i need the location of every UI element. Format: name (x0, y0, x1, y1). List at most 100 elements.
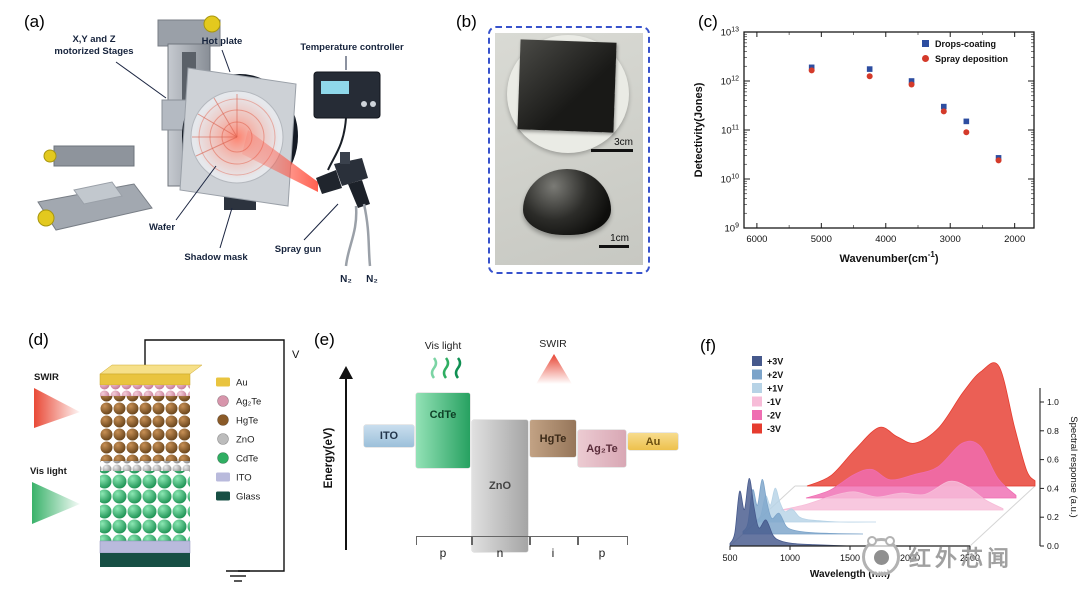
legend-swatch (752, 410, 762, 420)
swir-glow (536, 354, 572, 384)
label-vis-light: Vis light (424, 340, 462, 352)
legend-label: Spray deposition (935, 54, 1008, 64)
x-tick-label: 3000 (940, 234, 961, 245)
label-swir: SWIR (539, 338, 567, 350)
region-label-n: n (496, 546, 504, 560)
legend-swatch (216, 472, 230, 482)
layer-au (99, 373, 191, 386)
spectral-response-chart: 500 1000 1500 2000 2500 Wavelength (nm) 0.0 0.2… (722, 356, 1079, 580)
y-tick-label: 1010 (721, 174, 739, 186)
panel-e-marker: (e) (314, 330, 335, 349)
x-tick-label: 5000 (811, 234, 832, 245)
scale-line (591, 149, 633, 152)
spectral-curve--3V (806, 362, 1036, 487)
spectral-curve--2V (805, 440, 1017, 499)
layer-ito (99, 540, 191, 554)
scale-line (599, 245, 629, 248)
detectivity-chart: 6000 5000 4000 3000 2000 109 1010 1011 1012 1013 D… (693, 27, 1035, 265)
x-axis-title: Wavenumber(cm-1) (839, 250, 938, 265)
label-voltage: V (292, 349, 300, 361)
n2-tube-left (344, 205, 358, 267)
block-zno: ZnO (472, 420, 528, 552)
y-tick-label: 109 (725, 223, 740, 235)
block-label: CdTe (429, 409, 457, 421)
y-tick-label: 1.0 (1047, 397, 1059, 407)
legend-label: +2V (767, 370, 783, 380)
temperature-controller-box (313, 71, 381, 171)
y-tick-label: 0.4 (1047, 483, 1059, 493)
label-stages-line2: motorized Stages (54, 46, 133, 57)
data-point-Drops-coating (908, 78, 915, 84)
legend-label: CdTe (236, 454, 258, 465)
label-spray-gun: Spray gun (275, 244, 322, 255)
region-label-i: i (551, 546, 555, 560)
legend-swatch (752, 383, 762, 393)
label-hot-plate: Hot plate (202, 36, 243, 47)
panel-f-marker: (f) (700, 336, 717, 355)
legend-swatch (922, 40, 929, 47)
legend-label: -3V (767, 424, 781, 434)
x-tick-label: 2500 (960, 553, 980, 563)
n2-tube-right (362, 203, 372, 267)
scale-label-1cm: 1cm (610, 233, 629, 244)
legend-label: -2V (767, 411, 781, 421)
ink-droplet (523, 169, 611, 235)
legend-label: -1V (767, 397, 781, 407)
data-point-Drops-coating (963, 118, 970, 125)
block-label: Ag₂Te (586, 442, 618, 455)
x-tick-label: 500 (722, 553, 737, 563)
x-tick-label: 1000 (780, 553, 800, 563)
x-axis-title: Wavelength (nm) (810, 569, 890, 580)
label-n2-right: N₂ (366, 274, 378, 285)
panel-d-marker: (d) (28, 330, 49, 349)
label-n2-left: N₂ (340, 274, 352, 285)
layer-au-top (99, 364, 203, 375)
y-tick-label: 0.2 (1047, 512, 1059, 522)
legend-swatch (752, 356, 762, 366)
legend-swatch (752, 396, 762, 407)
data-point-Spray deposition (808, 67, 815, 74)
plot-frame (743, 31, 1035, 229)
block-ito: ITO (364, 425, 414, 447)
label-wafer: Wafer (149, 222, 175, 233)
block-label: ITO (379, 430, 399, 442)
data-point-Spray deposition (866, 73, 873, 80)
stack-legend: Au Ag₂Te HgTe ZnO CdTe ITO Glass (216, 377, 261, 503)
label-vis-light: Vis light (30, 466, 68, 477)
layer-zno (100, 461, 190, 471)
scalebar-3cm: 3cm (591, 137, 633, 152)
spray-setup-illustration: X,Y and Z motorized Stages Hot plate Tem… (37, 15, 404, 285)
legend-label: ITO (236, 473, 252, 484)
logo-ear-left (867, 536, 877, 546)
block-label: Au (645, 435, 661, 448)
scale-label-3cm: 3cm (614, 137, 633, 148)
legend-label: ZnO (236, 435, 254, 446)
device-structure-illustration: V SWIR Vis light Au Ag₂Te HgTe ZnO CdTe ITO Gl… (30, 339, 300, 582)
scalebar-1cm: 1cm (599, 233, 629, 248)
x-tick-label: 6000 (746, 234, 767, 245)
legend-swatch (922, 55, 929, 62)
spray-gun (316, 152, 372, 267)
legend-label: Au (236, 378, 248, 389)
legend-label: +1V (767, 384, 783, 394)
legend-swatch (217, 395, 229, 407)
y-tick-label: 0.8 (1047, 426, 1059, 436)
region-label-p1: p (439, 546, 447, 560)
data-point-Drops-coating (940, 103, 947, 110)
device-stack (99, 364, 203, 567)
panel-b-marker: (b) (456, 12, 477, 31)
legend-swatch (216, 491, 230, 501)
region-bracket-p1 (416, 536, 472, 545)
watermark: 红外芯闻 (862, 536, 1014, 576)
energy-axis-label: Energy(eV) (323, 427, 335, 489)
y-tick-label: 0.6 (1047, 455, 1059, 465)
leader-lines (115, 49, 347, 249)
data-point-Spray deposition (940, 108, 947, 115)
swir-beam (34, 388, 80, 428)
layer-ag2te (100, 385, 190, 396)
region-label-p2: p (598, 546, 606, 560)
spectral-curve-+3V (729, 477, 851, 547)
watermark-text: 红外芯闻 (909, 546, 1014, 571)
layer-cdte (100, 471, 190, 541)
legend-label: Glass (236, 492, 261, 503)
